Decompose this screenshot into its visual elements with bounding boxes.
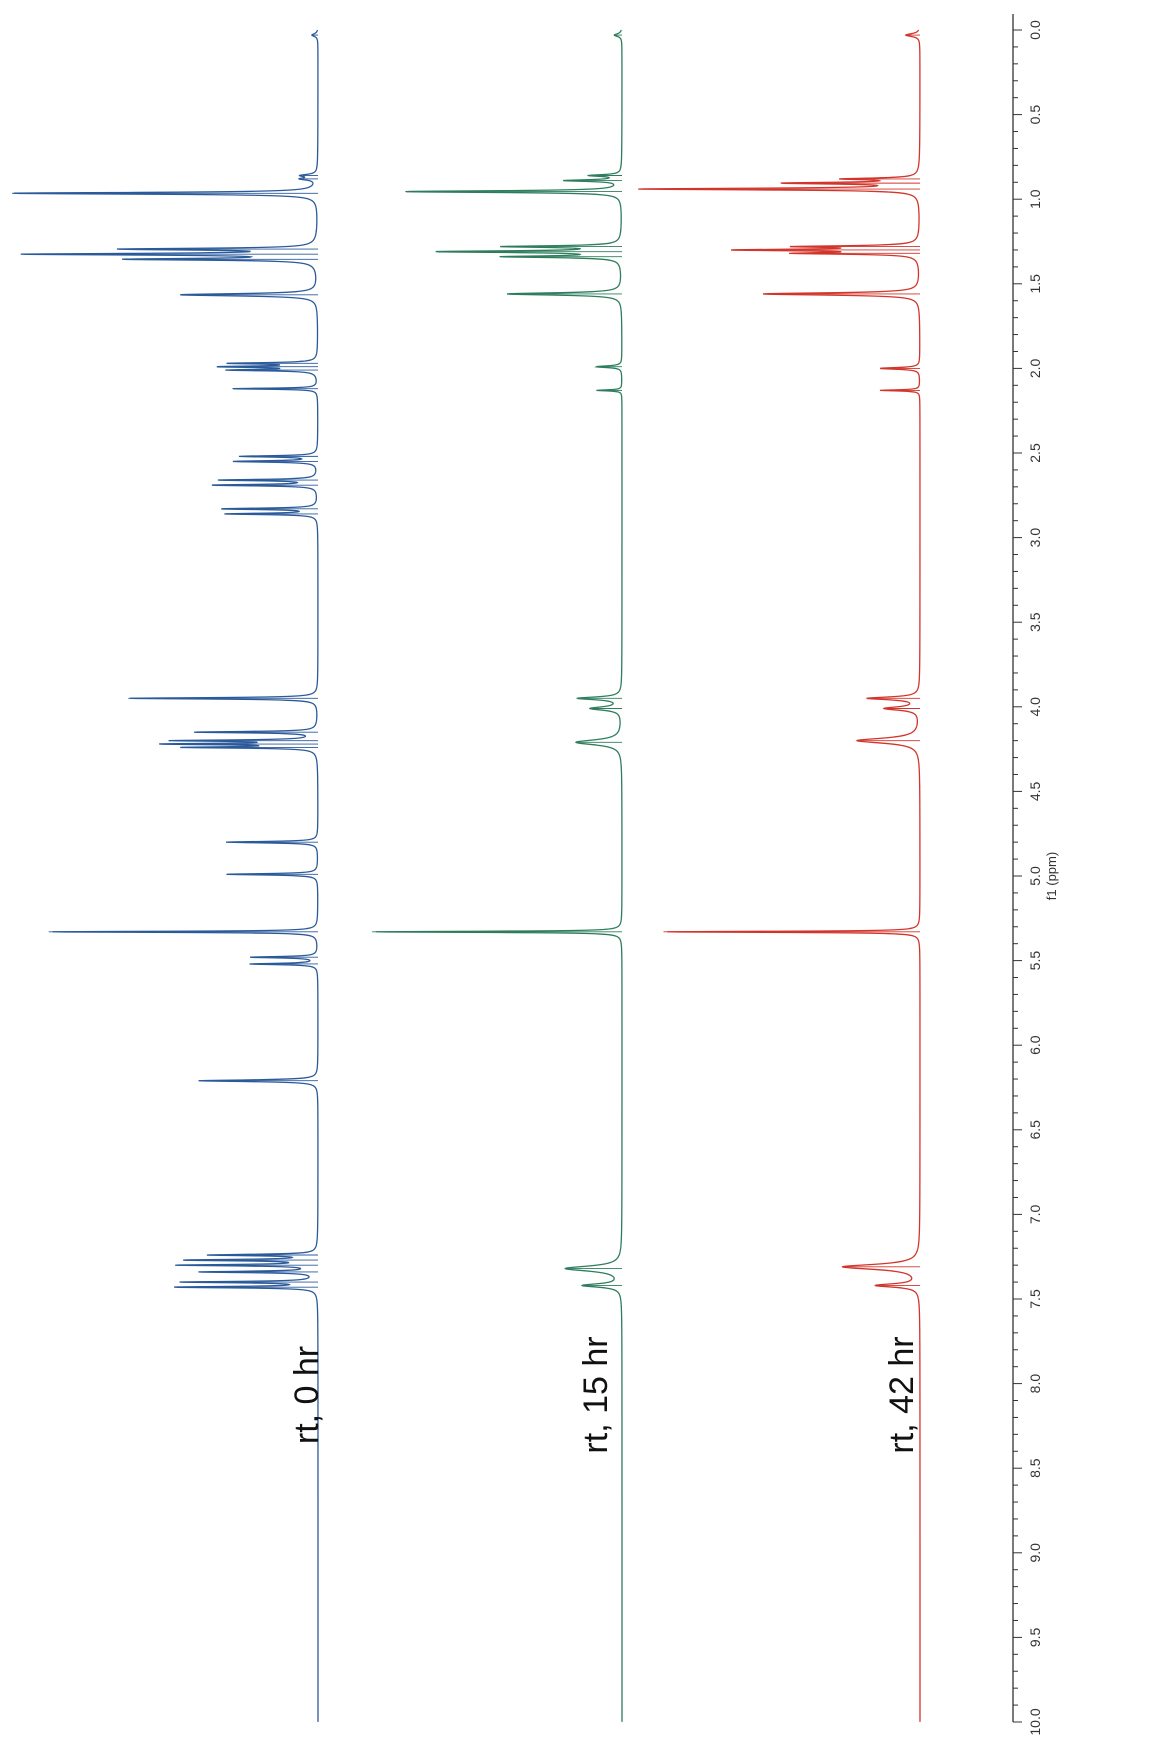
tick-label-2: 0.5 [1027, 105, 1043, 125]
tick-label-14: 6.5 [1027, 1120, 1043, 1140]
ppm-axis: 0.0 0.5 1.0 1.5 2.0 2.5 3.0 3.5 4.0 4.5 5.0 5.5 6.0 6… [1012, 14, 1059, 1736]
tick-label-18: 8.5 [1027, 1458, 1043, 1478]
sample-label-1: rt, 0 hr [288, 1346, 326, 1444]
tick-label-3: 1.0 [1027, 189, 1043, 209]
spectrum-trace-2 [375, 29, 623, 1722]
tick-label-6: 2.5 [1027, 443, 1043, 463]
tick-label-8: 3.5 [1027, 612, 1043, 632]
tick-label-17: 8.0 [1027, 1374, 1043, 1394]
tick-label-9: 4.0 [1027, 697, 1043, 717]
spectrum-trace-3 [638, 29, 921, 1722]
sample-label-2: rt, 15 hr [577, 1336, 615, 1453]
tick-label-19: 9.0 [1027, 1543, 1043, 1563]
spectrum-trace-1 [13, 29, 319, 1722]
tick-label-16: 7.5 [1027, 1289, 1043, 1309]
tick-label-7: 3.0 [1027, 528, 1043, 548]
spectrum-2 [372, 29, 623, 1722]
tick-label-20: 9.5 [1027, 1627, 1043, 1647]
tick-label-15: 7.0 [1027, 1204, 1043, 1224]
tick-label-10: 4.5 [1027, 781, 1043, 801]
tick-label-4: 1.5 [1027, 274, 1043, 294]
ppm-axis-ticks: 0.0 0.5 1.0 1.5 2.0 2.5 3.0 3.5 4.0 4.5 5.0 5.5 6.0 6… [1013, 20, 1043, 1736]
sample-labels: rt, 0 hr rt, 15 hr rt, 42 hr [288, 1336, 921, 1453]
tick-label-5: 2.0 [1027, 358, 1043, 378]
tick-label-13: 6.0 [1027, 1035, 1043, 1055]
tick-label-1: 0.0 [1027, 20, 1043, 40]
sample-label-3: rt, 42 hr [883, 1336, 921, 1453]
ppm-axis-title: f1 (ppm) [1044, 852, 1059, 900]
tick-label-21: 10.0 [1027, 1708, 1043, 1735]
spectra-layer [12, 29, 921, 1722]
tick-label-12: 5.5 [1027, 951, 1043, 971]
tick-label-11: 5.0 [1027, 866, 1043, 886]
spectrum-3 [638, 29, 921, 1722]
spectrum-1 [12, 29, 319, 1722]
